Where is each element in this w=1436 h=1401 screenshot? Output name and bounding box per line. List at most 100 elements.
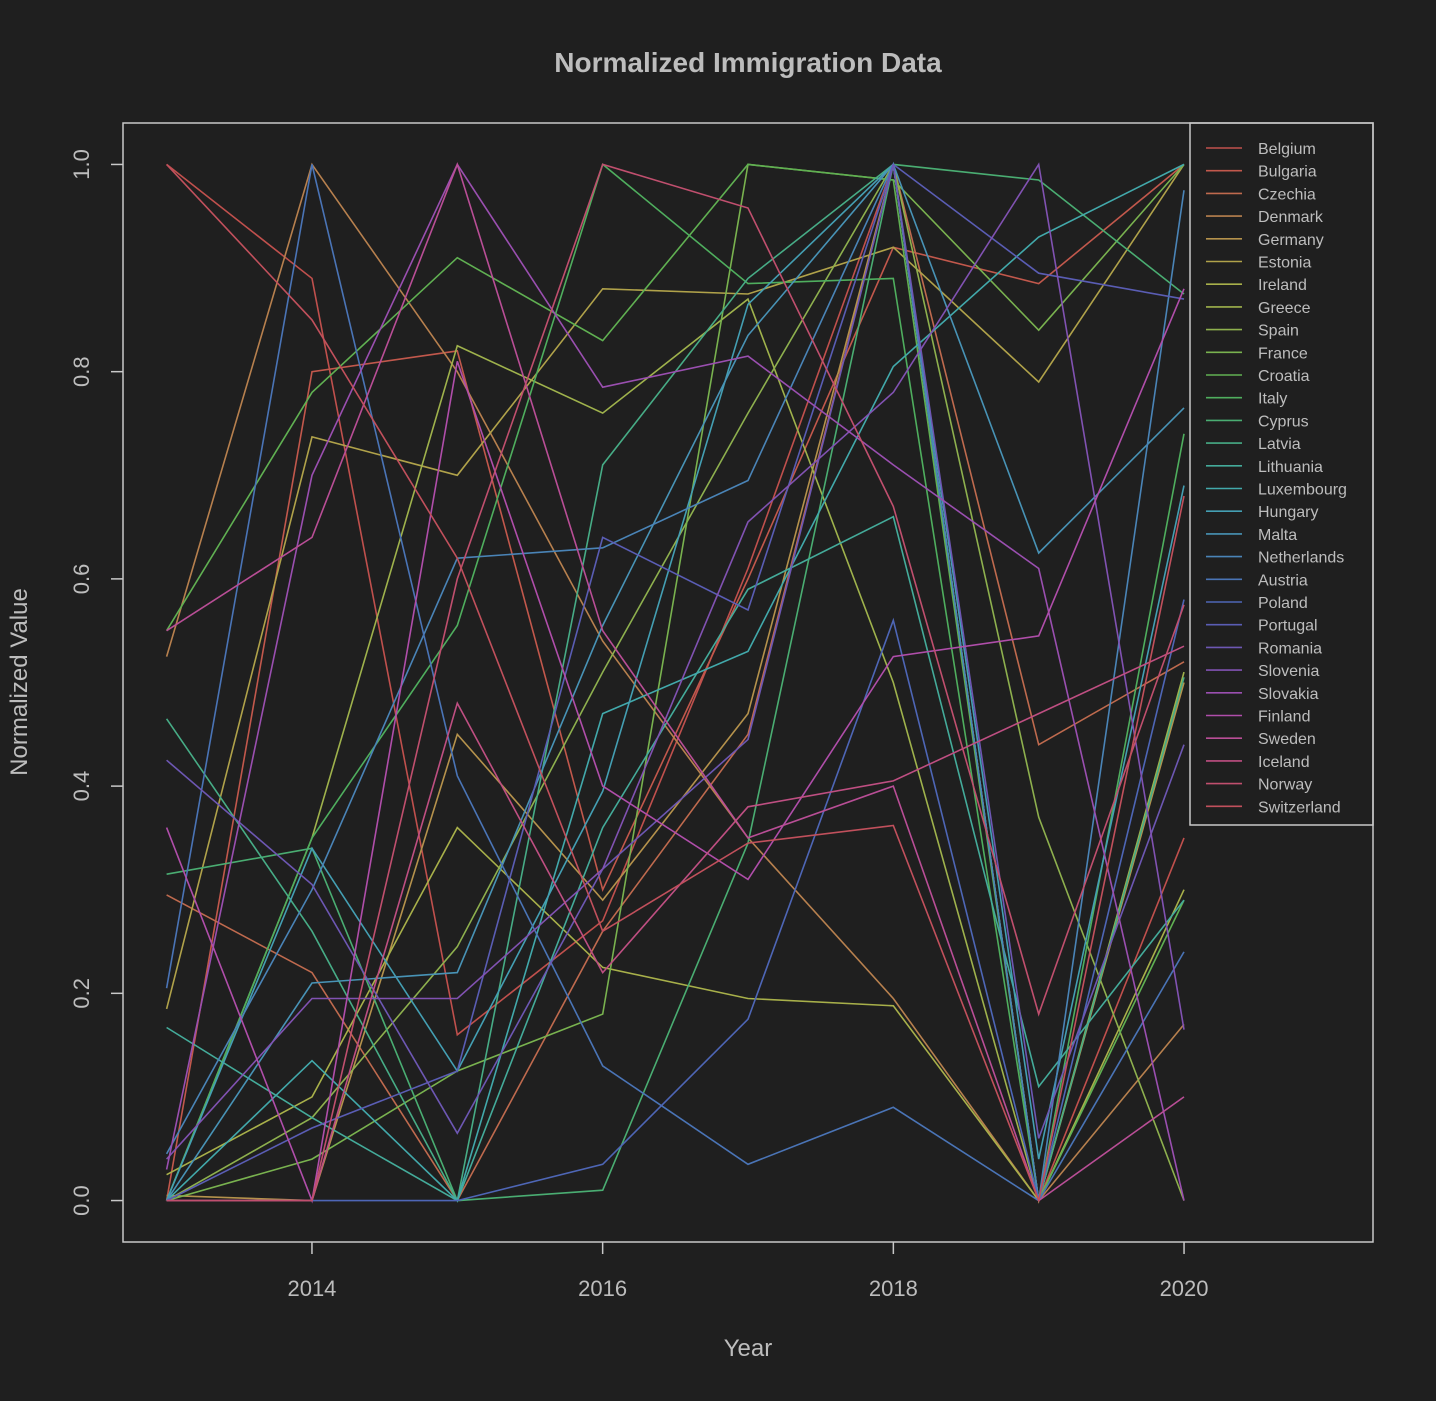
legend-label: Netherlands bbox=[1258, 550, 1344, 567]
series-line-netherlands bbox=[165, 161, 1185, 1201]
legend-label: Sweden bbox=[1258, 731, 1316, 748]
legend-label: Denmark bbox=[1258, 209, 1324, 226]
legend-item: Italy bbox=[1206, 391, 1287, 408]
legend-label: Hungary bbox=[1258, 504, 1318, 521]
legend-label: Luxembourg bbox=[1258, 482, 1347, 499]
legend-label: Germany bbox=[1258, 232, 1324, 249]
legend-item: France bbox=[1206, 345, 1308, 362]
legend-label: Norway bbox=[1258, 777, 1312, 794]
legend-label: Romania bbox=[1258, 640, 1322, 657]
legend-label: Greece bbox=[1258, 300, 1311, 317]
legend-label: Poland bbox=[1258, 595, 1308, 612]
legend-label: Estonia bbox=[1258, 255, 1311, 272]
y-tick-label: 0.2 bbox=[69, 978, 94, 1009]
series-line-malta bbox=[165, 162, 1185, 1202]
legend-label: Malta bbox=[1258, 527, 1297, 544]
legend-item: Bulgaria bbox=[1206, 164, 1317, 181]
series-line-poland bbox=[166, 599, 1185, 1202]
y-tick-label: 0.6 bbox=[69, 564, 94, 595]
legend-label: Austria bbox=[1258, 572, 1308, 589]
legend-item: Sweden bbox=[1206, 731, 1316, 748]
y-tick-label: 1.0 bbox=[69, 149, 94, 180]
y-axis-label: Normalized Value bbox=[6, 588, 33, 776]
legend-label: Lithuania bbox=[1258, 459, 1323, 476]
legend-item: Spain bbox=[1206, 323, 1299, 340]
y-tick-label: 0.0 bbox=[69, 1185, 94, 1216]
series-line-hungary bbox=[165, 162, 1185, 1201]
legend-label: Bulgaria bbox=[1258, 164, 1317, 181]
legend-label: Italy bbox=[1258, 391, 1287, 408]
series-line-spain bbox=[166, 162, 1185, 1202]
series-line-austria bbox=[165, 164, 1185, 1202]
series-line-ireland bbox=[166, 826, 1185, 1203]
legend-box bbox=[1189, 122, 1374, 826]
legend-label: Slovenia bbox=[1258, 663, 1319, 680]
chart-title: Normalized Immigration Data bbox=[554, 47, 942, 78]
plot-frame bbox=[122, 122, 1374, 1243]
x-tick-label: 2018 bbox=[869, 1276, 918, 1301]
series-line-italy bbox=[165, 163, 1185, 1201]
legend-item: Belgium bbox=[1206, 141, 1316, 158]
legend-item: Ireland bbox=[1206, 277, 1307, 294]
legend-item: Hungary bbox=[1206, 504, 1318, 521]
series-line-romania bbox=[166, 164, 1185, 1139]
legend-item: Czechia bbox=[1206, 186, 1316, 203]
legend-item: Switzerland bbox=[1206, 799, 1341, 816]
legend-label: France bbox=[1258, 345, 1308, 362]
legend-label: Cyprus bbox=[1258, 413, 1309, 430]
legend-item: Portugal bbox=[1206, 618, 1318, 635]
legend-label: Latvia bbox=[1258, 436, 1301, 453]
series-line-cyprus bbox=[166, 163, 1185, 1202]
legend-item: Iceland bbox=[1206, 754, 1310, 771]
legend-label: Iceland bbox=[1258, 754, 1310, 771]
series-line-norway bbox=[166, 163, 1185, 1202]
legend-label: Belgium bbox=[1258, 141, 1316, 158]
legend-item: Austria bbox=[1206, 572, 1308, 589]
legend-item: Lithuania bbox=[1206, 459, 1323, 476]
x-tick-label: 2014 bbox=[287, 1276, 336, 1301]
legend-item: Estonia bbox=[1206, 255, 1311, 272]
legend-label: Finland bbox=[1258, 709, 1310, 726]
series-line-finland bbox=[165, 288, 1185, 1204]
series-line-slovenia bbox=[166, 162, 1185, 1160]
series-line-iceland bbox=[166, 645, 1185, 1202]
legend-item: Norway bbox=[1206, 777, 1312, 794]
legend-label: Portugal bbox=[1258, 618, 1318, 635]
legend-item: Finland bbox=[1206, 709, 1310, 726]
series-line-france bbox=[166, 163, 1185, 1202]
series-line-sweden bbox=[166, 161, 1185, 1202]
x-tick-label: 2020 bbox=[1160, 1276, 1209, 1301]
legend-item: Poland bbox=[1206, 595, 1308, 612]
legend-items: Belgium Bulgaria Czechia Denmark Germany Esto… bbox=[1206, 141, 1347, 816]
y-tick-label: 0.4 bbox=[69, 771, 94, 802]
legend-item: Latvia bbox=[1206, 436, 1301, 453]
legend-item: Greece bbox=[1206, 300, 1311, 317]
legend-item: Malta bbox=[1206, 527, 1297, 544]
series-layer bbox=[165, 161, 1185, 1204]
legend-item: Denmark bbox=[1206, 209, 1324, 226]
legend-item: Slovakia bbox=[1206, 686, 1319, 703]
series-line-switzerland bbox=[166, 163, 1185, 1204]
legend-item: Romania bbox=[1206, 640, 1322, 657]
legend-item: Cyprus bbox=[1206, 413, 1309, 430]
axes-layer: 2014 2016 2018 2020 0.0 0.2 0.4 0.6 0.8 1.0 bbox=[69, 149, 1209, 1301]
legend-label: Ireland bbox=[1258, 277, 1307, 294]
legend-item: Netherlands bbox=[1206, 550, 1344, 567]
legend-label: Czechia bbox=[1258, 186, 1316, 203]
series-line-estonia bbox=[165, 163, 1185, 1010]
legend-item: Germany bbox=[1206, 232, 1324, 249]
legend-label: Spain bbox=[1258, 323, 1299, 340]
legend: Belgium Bulgaria Czechia Denmark Germany Esto… bbox=[1189, 122, 1374, 826]
x-tick-label: 2016 bbox=[578, 1276, 627, 1301]
series-line-slovakia bbox=[165, 162, 1185, 1201]
legend-item: Slovenia bbox=[1206, 663, 1319, 680]
legend-item: Luxembourg bbox=[1206, 482, 1347, 499]
legend-label: Croatia bbox=[1258, 368, 1310, 385]
series-line-luxembourg bbox=[166, 163, 1185, 1203]
legend-label: Switzerland bbox=[1258, 799, 1341, 816]
y-tick-label: 0.8 bbox=[69, 356, 94, 387]
series-line-greece bbox=[165, 297, 1185, 1204]
legend-label: Slovakia bbox=[1258, 686, 1319, 703]
